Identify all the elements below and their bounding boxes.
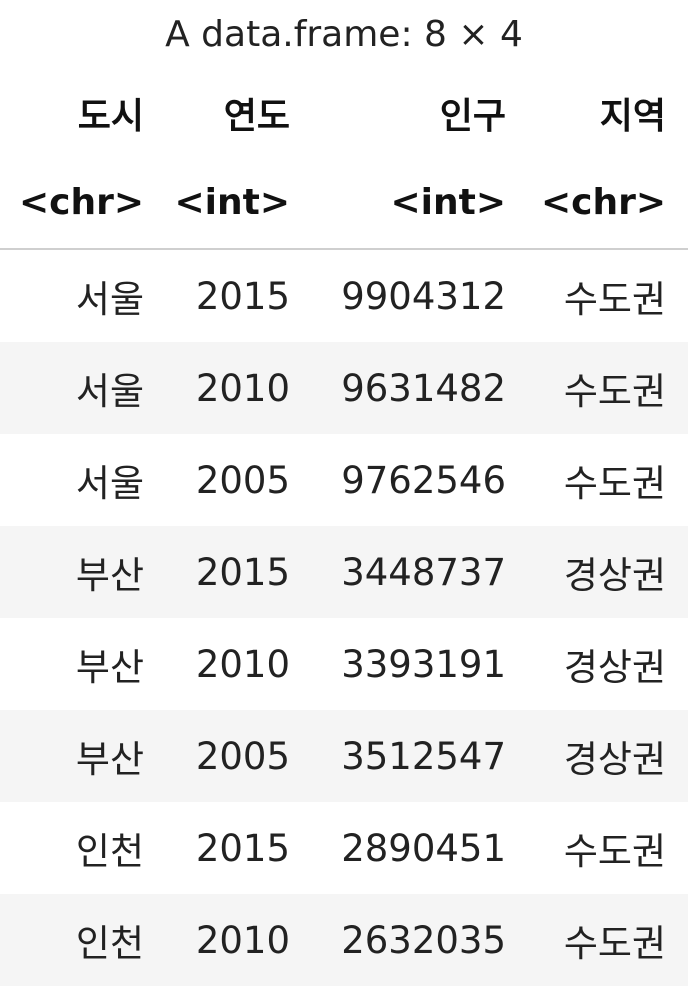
cell-city: 서울 bbox=[75, 278, 144, 321]
column-header-year: 연도 bbox=[223, 96, 290, 137]
cell-city: 서울 bbox=[0, 342, 166, 434]
cell-population: 3512547 bbox=[312, 710, 528, 802]
cell-region: 경상권 bbox=[528, 526, 688, 618]
column-header-population: 인구 bbox=[439, 96, 506, 137]
table-row: 부산 2015 3448737 경상권 bbox=[0, 526, 688, 618]
cell-population: 2890451 bbox=[341, 826, 506, 870]
cell-city: 부산 bbox=[75, 646, 144, 689]
cell-region: 수도권 bbox=[563, 830, 666, 873]
cell-city: 인천 bbox=[75, 830, 144, 873]
column-header-region: 지역 bbox=[599, 96, 666, 137]
column-type-region: <chr> bbox=[528, 156, 688, 250]
table-row: 인천 2010 2632035 수도권 bbox=[0, 894, 688, 986]
cell-region: 경상권 bbox=[563, 646, 666, 689]
table-row: 부산 2005 3512547 경상권 bbox=[0, 710, 688, 802]
table-row: 서울 2010 9631482 수도권 bbox=[0, 342, 688, 434]
cell-region: 수도권 bbox=[528, 894, 688, 986]
cell-year: 2010 bbox=[166, 894, 312, 986]
cell-population: 9631482 bbox=[312, 342, 528, 434]
cell-year: 2015 bbox=[195, 274, 290, 318]
cell-city: 부산 bbox=[0, 710, 166, 802]
cell-city: 부산 bbox=[0, 526, 166, 618]
table-header: 도시 연도 인구 지역 <chr> <int> <int> <chr> bbox=[0, 70, 688, 250]
cell-year: 2010 bbox=[166, 342, 312, 434]
column-header-city: 도시 bbox=[77, 96, 144, 137]
cell-year: 2005 bbox=[195, 458, 290, 502]
cell-year: 2010 bbox=[195, 642, 290, 686]
table-row: 서울 2015 9904312 수도권 bbox=[0, 249, 688, 342]
table-caption: A data.frame: 8 × 4 bbox=[165, 14, 523, 55]
table-row: 인천 2015 2890451 수도권 bbox=[0, 802, 688, 894]
cell-year: 2015 bbox=[166, 526, 312, 618]
cell-population: 9762546 bbox=[341, 458, 506, 502]
column-name-row: 도시 연도 인구 지역 bbox=[0, 70, 688, 156]
table-body: 서울 2015 9904312 수도권 서울 2010 9631482 수도권 … bbox=[0, 249, 688, 986]
cell-year: 2015 bbox=[195, 826, 290, 870]
cell-year: 2005 bbox=[166, 710, 312, 802]
data-frame-table: 도시 연도 인구 지역 <chr> <int> <int> <chr> 서울 2… bbox=[0, 70, 688, 986]
cell-city: 인천 bbox=[0, 894, 166, 986]
table-row: 서울 2005 9762546 수도권 bbox=[0, 434, 688, 526]
cell-population: 2632035 bbox=[312, 894, 528, 986]
cell-city: 서울 bbox=[75, 462, 144, 505]
column-type-row: <chr> <int> <int> <chr> bbox=[0, 156, 688, 250]
cell-region: 경상권 bbox=[528, 710, 688, 802]
table-row: 부산 2010 3393191 경상권 bbox=[0, 618, 688, 710]
cell-region: 수도권 bbox=[563, 462, 666, 505]
column-type-city: <chr> bbox=[0, 156, 166, 250]
cell-region: 수도권 bbox=[528, 342, 688, 434]
cell-population: 3393191 bbox=[341, 642, 506, 686]
cell-region: 수도권 bbox=[563, 278, 666, 321]
column-type-year: <int> bbox=[166, 156, 312, 250]
cell-population: 9904312 bbox=[341, 274, 506, 318]
column-type-population: <int> bbox=[312, 156, 528, 250]
cell-population: 3448737 bbox=[312, 526, 528, 618]
